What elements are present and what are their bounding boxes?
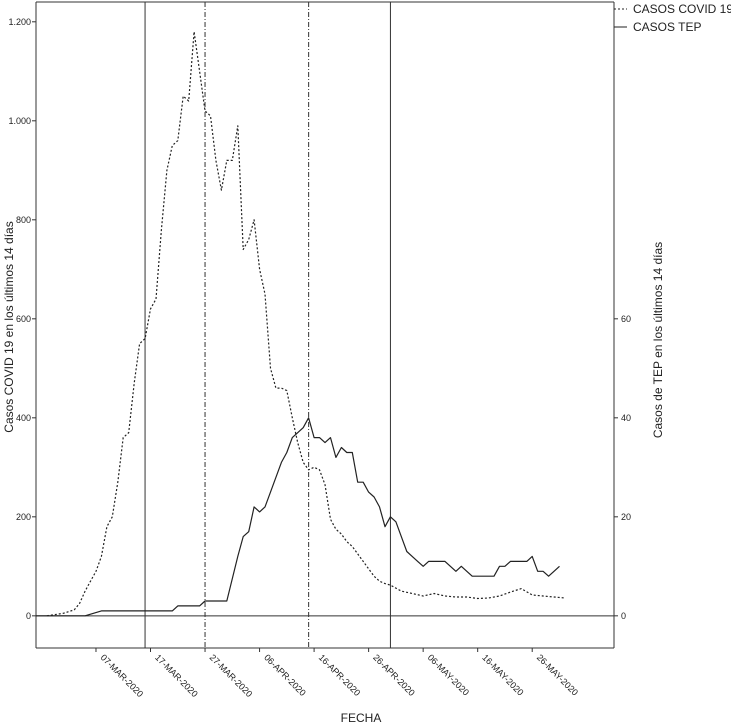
y-axis-right: 0 20 40 60 xyxy=(614,314,631,621)
legend: CASOS COVID 19 CASOS TEP xyxy=(614,2,731,34)
y-axis-right-label: Casos de TEP en los últimos 14 días xyxy=(651,242,665,438)
x-tick-label: 06-MAY-2020 xyxy=(426,652,471,697)
x-tick-label: 26-APR-2020 xyxy=(371,652,417,698)
y-left-tick-label: 400 xyxy=(16,413,31,423)
y-left-tick-label: 0 xyxy=(26,611,31,621)
x-tick-label: 07-MAR-2020 xyxy=(99,652,146,699)
x-tick-label: 27-MAR-2020 xyxy=(208,652,255,699)
y-axis-left-label: Casos COVID 19 en los últimos 14 días xyxy=(2,221,16,432)
y-axis-left: 0 200 400 600 800 1.000 1.200 xyxy=(8,17,36,621)
y-left-tick-label: 1.000 xyxy=(8,116,31,126)
x-tick-label: 16-APR-2020 xyxy=(317,652,363,698)
legend-label-tep: CASOS TEP xyxy=(633,20,701,34)
y-right-tick-label: 60 xyxy=(621,314,631,324)
vertical-lines xyxy=(144,2,391,648)
x-tick-label: 16-MAY-2020 xyxy=(480,652,525,697)
x-tick-label: 06-APR-2020 xyxy=(262,652,308,698)
plot-frame xyxy=(35,1,615,649)
y-right-tick-label: 40 xyxy=(621,413,631,423)
y-left-tick-label: 200 xyxy=(16,512,31,522)
series-line-tep xyxy=(36,417,560,617)
legend-label-covid: CASOS COVID 19 xyxy=(633,2,731,16)
x-tick-label: 26-MAY-2020 xyxy=(535,652,580,697)
y-right-tick-label: 20 xyxy=(621,512,631,522)
x-axis: 07-MAR-2020 17-MAR-2020 27-MAR-2020 06-APR-… xyxy=(95,648,580,699)
x-tick-label: 17-MAR-2020 xyxy=(153,652,200,699)
series-lines xyxy=(36,31,565,617)
y-left-tick-label: 800 xyxy=(16,215,31,225)
y-right-tick-label: 0 xyxy=(621,611,626,621)
series-line-covid xyxy=(46,31,565,617)
x-axis-label: FECHA xyxy=(341,711,382,725)
y-left-tick-label: 1.200 xyxy=(8,17,31,27)
y-left-tick-label: 600 xyxy=(16,314,31,324)
